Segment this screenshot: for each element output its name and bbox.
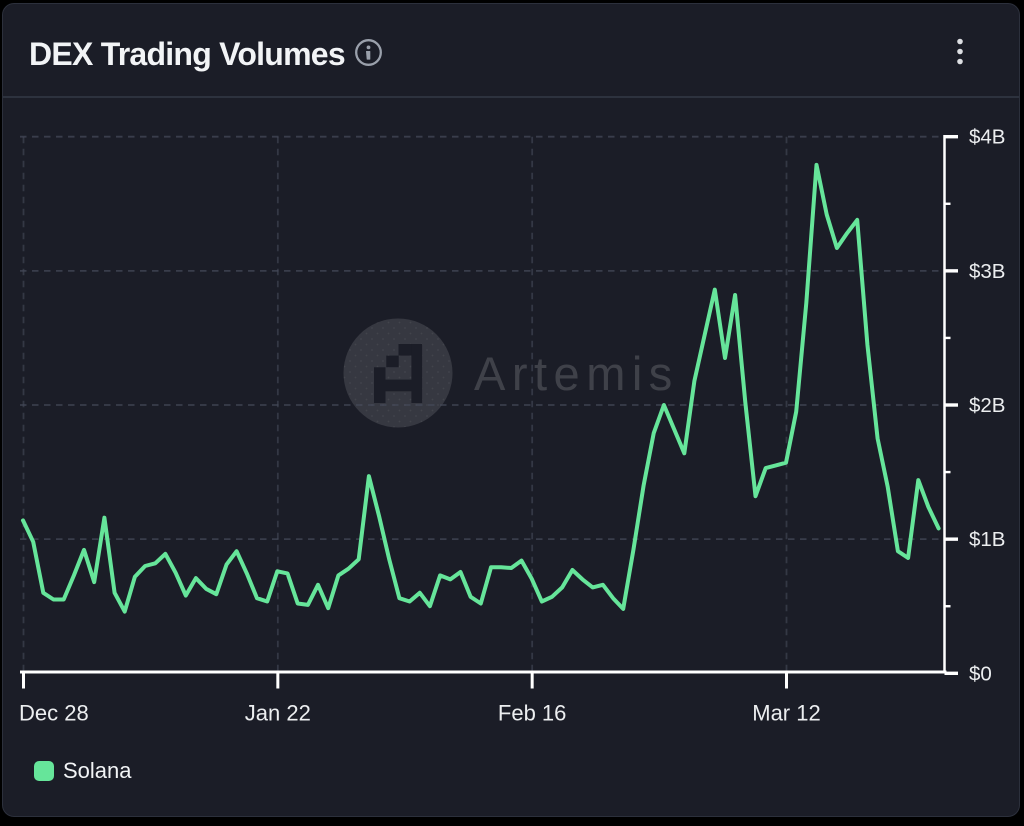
dex-trading-volumes-card: DEX Trading Volumes [2,3,1020,817]
solana-legend-swatch [34,761,54,781]
kebab-menu-icon[interactable] [946,30,974,72]
chart-legend[interactable]: Solana [34,758,132,784]
x-axis-label: Jan 22 [245,701,311,726]
artemis-watermark: Artemis [343,318,679,428]
card-header: DEX Trading Volumes [3,4,1019,98]
artemis-watermark-text: Artemis [474,347,679,400]
y-axis-label: $2B [969,394,1005,417]
y-axis-label: $1B [969,528,1005,551]
x-axis-label: Dec 28 [19,701,89,726]
y-axis-label: $0 [969,662,992,685]
y-axis-label: $3B [969,260,1005,283]
info-icon[interactable] [354,38,383,67]
axis-labels: $0 $1B $2B $3B $4B Dec 28 Jan 22 Feb 16 Mar 12 [19,126,1005,726]
y-axis-label: $4B [969,126,1005,149]
solana-line[interactable] [21,162,941,614]
x-axis-label: Feb 16 [498,701,567,726]
x-axis-label: Mar 12 [752,701,820,726]
page-title: DEX Trading Volumes [29,36,346,72]
solana-legend-label: Solana [63,758,132,783]
axes [20,134,958,689]
solana-line-series [21,162,941,614]
